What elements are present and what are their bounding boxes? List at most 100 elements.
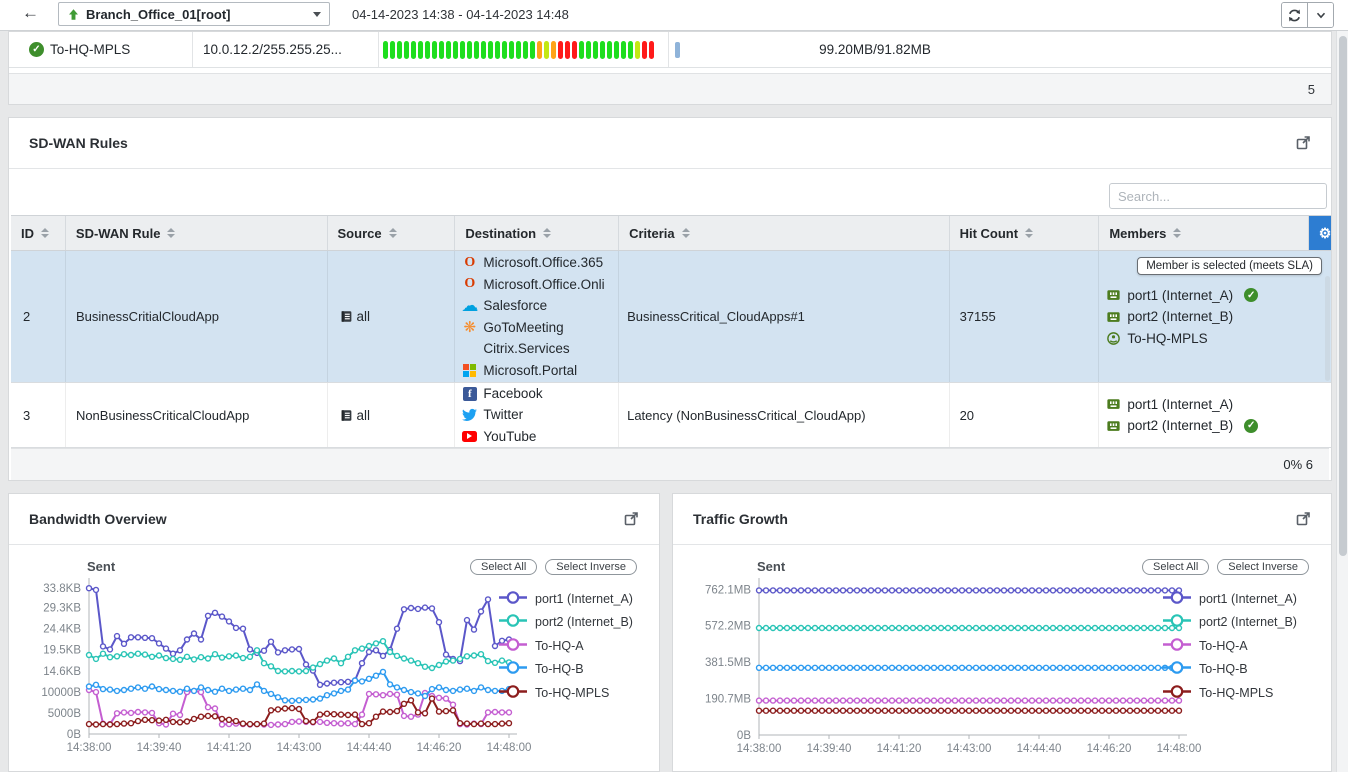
y-tick-label: 29.3KB [43, 603, 81, 615]
refresh-button[interactable] [1282, 3, 1307, 27]
legend-label: To-HQ-A [535, 638, 584, 653]
source-item: all [338, 407, 455, 423]
column-header-members[interactable]: Members [1099, 216, 1309, 250]
legend-marker [498, 590, 528, 608]
y-tick-label: 24.4KB [43, 624, 81, 636]
tunnel-icon [1105, 330, 1122, 346]
port-icon [1105, 396, 1122, 412]
page-scrollbar-thumb[interactable] [1339, 36, 1347, 556]
traffic-chart: 0B 190.7MB 381.5MB 572.2MB 762.1MB 14:38:00 14… [705, 578, 1201, 755]
select-inverse-button[interactable]: Select Inverse [545, 559, 637, 575]
destination-item: Citrix.Services [461, 338, 618, 360]
interface-count: 5 [1307, 81, 1315, 97]
legend-item-to-hq-b[interactable]: To-HQ-B [498, 658, 633, 682]
cell-criteria: BusinessCritical_CloudApps#1 [619, 251, 950, 382]
member-label: port2 (Internet_B) [1127, 309, 1234, 324]
legend-item-port1-internet-a-[interactable]: port1 (Internet_A) [498, 587, 633, 611]
legend-item-port1-internet-a-[interactable]: port1 (Internet_A) [1162, 587, 1297, 611]
cell-destination: O Microsoft.Office.365 O Microsoft.Office.O… [455, 251, 620, 382]
member-label: To-HQ-MPLS [1127, 330, 1208, 346]
column-header-criteria[interactable]: Criteria [619, 216, 950, 250]
legend-item-to-hq-mpls[interactable]: To-HQ-MPLS [1162, 681, 1297, 705]
panel-title: Bandwidth Overview [29, 511, 167, 527]
column-header-id[interactable]: ID [11, 216, 66, 250]
y-tick-label: 381.5MB [705, 657, 751, 669]
series-to-hq-b [755, 664, 1183, 672]
column-header-label: ID [21, 225, 34, 241]
series-to-hq-mpls [755, 707, 1183, 714]
cell-source: all [328, 251, 456, 382]
legend-item-port2-internet-b-[interactable]: port2 (Internet_B) [1162, 611, 1297, 635]
rule-name: NonBusinessCriticalCloudApp [75, 407, 250, 423]
interface-row[interactable]: ✓ To-HQ-MPLS 10.0.12.2/255.255.25... 99.… [9, 32, 1331, 68]
column-header-destination[interactable]: Destination [455, 216, 620, 250]
cell-source: all [328, 383, 456, 447]
y-tick-label: 0B [737, 730, 751, 742]
select-all-button[interactable]: Select All [1142, 559, 1210, 575]
youtube-icon [461, 428, 478, 444]
salesforce-icon: ☁ [461, 295, 479, 315]
sla-segment [523, 40, 528, 59]
y-tick-label: 33.8KB [43, 583, 81, 595]
column-header-hit-count[interactable]: Hit Count [950, 216, 1100, 250]
sla-segment [558, 40, 563, 59]
column-header-source[interactable]: Source [328, 216, 456, 250]
sla-segment [467, 40, 472, 59]
column-header-label: Destination [465, 225, 537, 241]
open-in-new-icon[interactable] [1295, 511, 1311, 527]
select-all-button[interactable]: Select All [470, 559, 538, 575]
legend-item-to-hq-b[interactable]: To-HQ-B [1162, 658, 1297, 682]
sla-segment [411, 40, 416, 59]
sla-segment [635, 40, 640, 59]
all-icon [338, 407, 355, 423]
member-label: port1 (Internet_A) [1127, 287, 1234, 303]
member-label: port1 (Internet_A) [1127, 396, 1234, 412]
sla-segment [579, 40, 584, 59]
table-row[interactable]: 2 BusinessCritialCloudApp all O Microsoft.Of… [11, 251, 1331, 383]
device-up-arrow-icon [69, 8, 78, 20]
legend-item-port2-internet-b-[interactable]: port2 (Internet_B) [498, 611, 633, 635]
series-port1-internet-a- [85, 585, 513, 689]
column-header-sd-wan-rule[interactable]: SD-WAN Rule [66, 216, 328, 250]
chevron-down-icon [1316, 12, 1325, 19]
open-in-new-icon[interactable] [623, 511, 639, 527]
column-header-label: Members [1109, 225, 1167, 241]
office-icon: O [464, 276, 476, 292]
panel-title: SD-WAN Rules [29, 135, 128, 151]
device-dropdown[interactable]: Branch_Office_01[root] [58, 2, 330, 26]
facebook-icon: f [461, 386, 478, 402]
legend-marker [498, 637, 528, 655]
destination-label: Facebook [483, 386, 543, 402]
sla-segment [446, 40, 451, 59]
destination-item: ❋ GoToMeeting [461, 317, 618, 339]
destination-label: Microsoft.Office.365 [483, 255, 604, 271]
legend-item-to-hq-a[interactable]: To-HQ-A [1162, 634, 1297, 658]
table-row[interactable]: 3 NonBusinessCriticalCloudApp all f Facebook… [11, 383, 1331, 448]
back-arrow-icon[interactable]: ← [22, 3, 39, 22]
legend-item-to-hq-a[interactable]: To-HQ-A [498, 634, 633, 658]
bandwidth-overview-header: Bandwidth Overview [9, 494, 659, 545]
select-inverse-button[interactable]: Select Inverse [1217, 559, 1309, 575]
interface-volume: 99.20MB/91.82MB [819, 42, 931, 57]
chart-axis-title: Sent [87, 559, 116, 574]
member-item: port1 (Internet_A) [1105, 394, 1331, 416]
sla-segment [586, 40, 591, 59]
x-tick-label: 14:46:20 [1087, 743, 1132, 755]
sla-segment [425, 40, 430, 59]
search-input[interactable] [1109, 183, 1327, 209]
cell-criteria: Latency (NonBusinessCritical_CloudApp) [619, 383, 950, 447]
open-in-new-icon[interactable] [1295, 135, 1311, 151]
legend-item-to-hq-mpls[interactable]: To-HQ-MPLS [498, 681, 633, 705]
x-tick-label: 14:43:00 [947, 743, 992, 755]
series-to-hq-mpls [85, 695, 513, 728]
sla-segment [621, 40, 626, 59]
interface-volume-cell: 99.20MB/91.82MB [669, 32, 1081, 67]
refresh-options-button[interactable] [1307, 3, 1333, 27]
legend-label: port1 (Internet_A) [1199, 591, 1297, 606]
legend-label: To-HQ-B [535, 662, 584, 677]
column-settings-gear-button[interactable]: ⚙ [1309, 216, 1331, 250]
legend-buttons: Select All Select Inverse [470, 559, 637, 575]
sort-icon [167, 228, 176, 238]
sla-segment [593, 40, 598, 59]
table-scrollbar-thumb[interactable] [1325, 276, 1330, 381]
